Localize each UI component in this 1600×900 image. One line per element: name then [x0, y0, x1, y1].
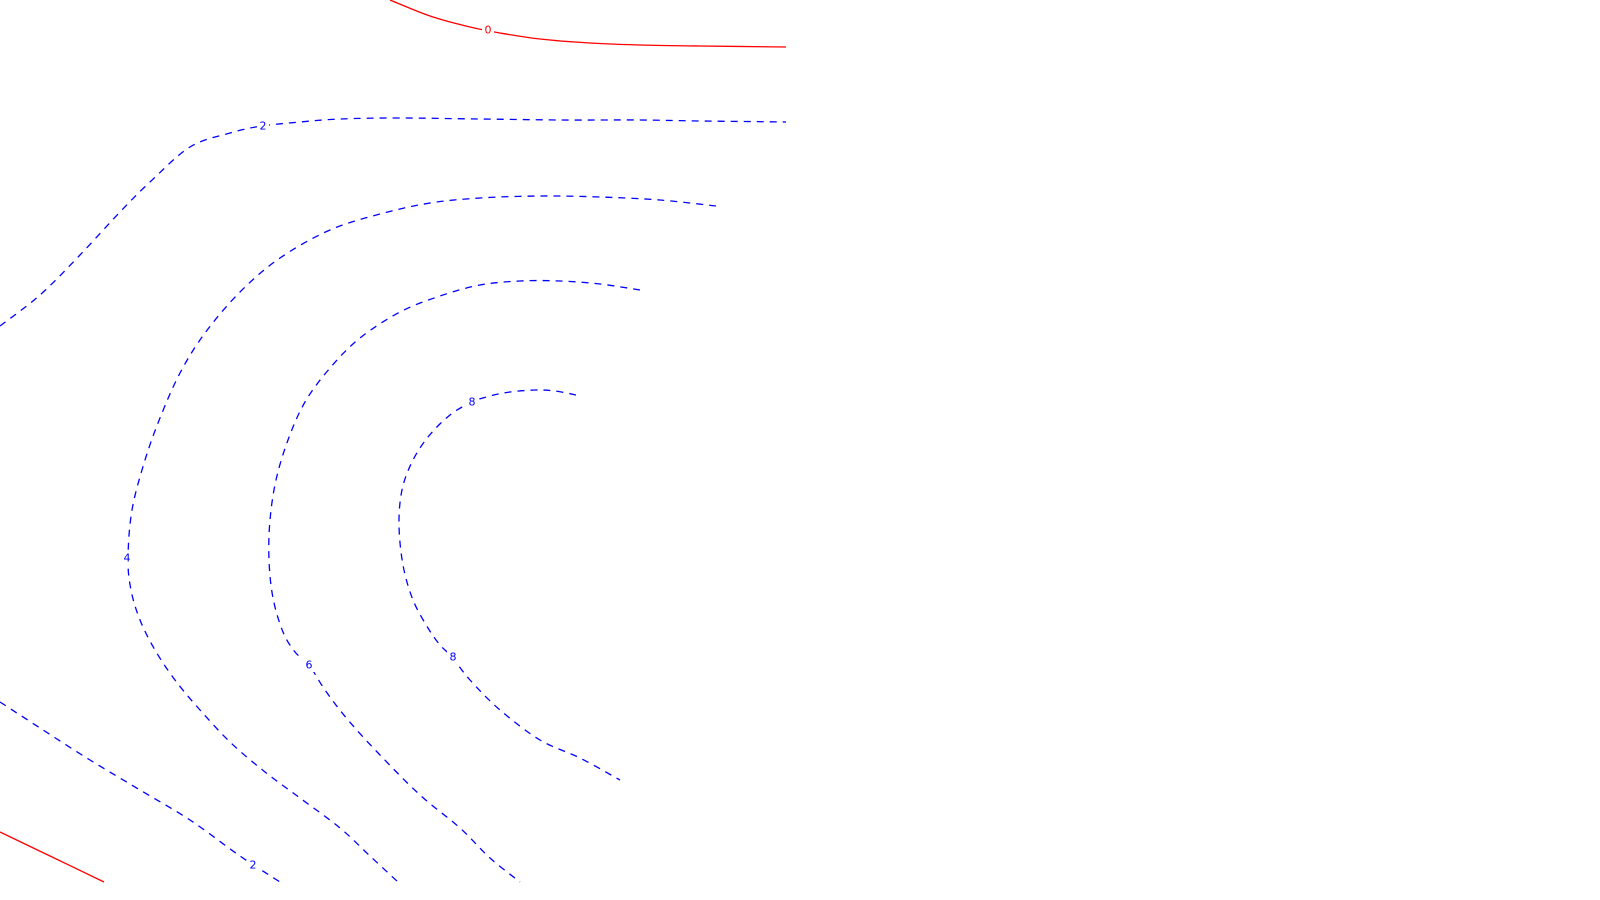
contour-line-level-6-segment-1	[268, 279, 641, 883]
contour-label-backdrop	[247, 858, 259, 872]
contour-line-level-4-segment-1	[127, 195, 717, 883]
contour-labels: 0 2 2 4 6 8 8	[121, 23, 494, 872]
contour-label-backdrop	[447, 650, 459, 664]
contour-label-level-4: 4	[124, 552, 131, 565]
contour-line-level-0-segment-1	[389, 0, 787, 48]
contour-line-level-2-segment-1	[0, 117, 787, 327]
contour-label-backdrop	[257, 119, 269, 133]
contour-label-level-8: 8	[450, 651, 457, 664]
contour-label-level-6: 6	[306, 659, 313, 672]
contour-line-level-0-segment-2	[0, 831, 105, 883]
contour-label-backdrop	[303, 658, 315, 672]
contour-label-backdrop	[482, 23, 494, 37]
contour-label-level-2: 2	[260, 120, 267, 133]
contour-label-level-2: 2	[250, 859, 257, 872]
contour-label-level-8: 8	[469, 396, 476, 409]
contour-label-backdrop	[466, 395, 478, 409]
contour-lines	[0, 0, 787, 883]
contour-label-backdrop	[121, 551, 133, 565]
contour-label-level-0: 0	[485, 24, 492, 37]
